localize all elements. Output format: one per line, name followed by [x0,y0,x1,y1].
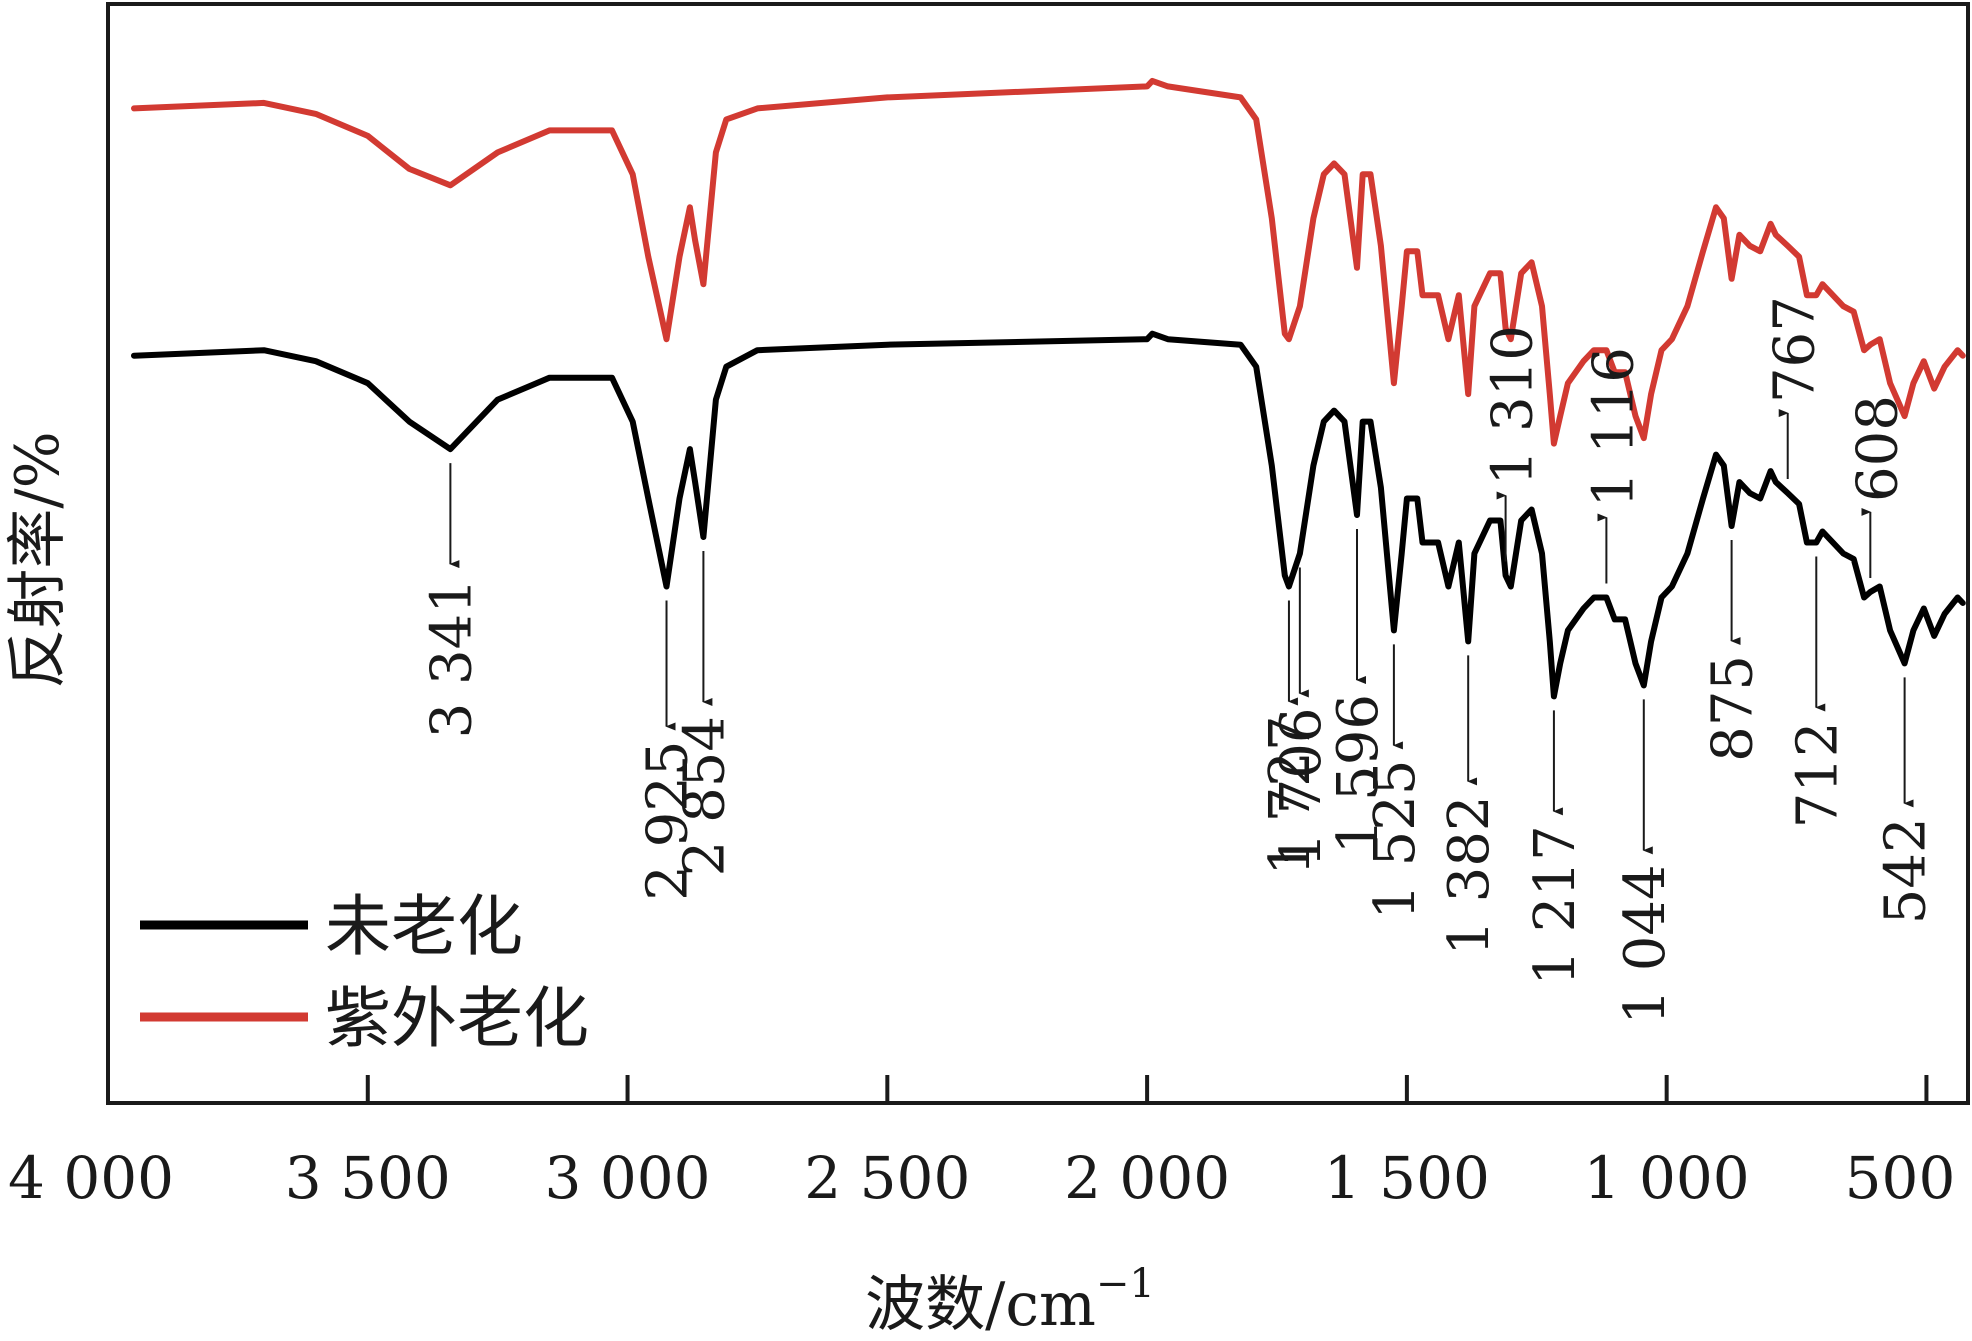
peak-label-4: 1 706 [1269,708,1334,868]
peak-label-6: 1 525 [1363,759,1428,919]
peak-label-13: 767 [1763,296,1828,403]
peak-label-1: 2 925 [636,740,701,900]
x-tick-label-1: 3 500 [285,1144,451,1212]
peak-label-3: 1 727 [1258,715,1323,875]
x-tick-label-4: 2 000 [1064,1144,1230,1212]
x-axis-title: 波数/cm−1 [865,1261,1155,1340]
plot-frame [106,2,1970,1105]
series-line-1 [131,77,1966,447]
x-tick-label-0: 4 000 [8,1144,174,1212]
y-axis-title: 反射率/% [3,431,73,688]
x-axis-title-text: 波数/cm [865,1270,1096,1340]
peak-label-7: 1 382 [1437,795,1502,955]
peak-label-9: 1 217 [1523,825,1588,985]
legend-label-0: 未老化 [325,888,523,965]
x-tick-label-3: 2 500 [804,1144,970,1212]
x-tick-label-6: 1 000 [1584,1144,1750,1212]
legend-label-1: 紫外老化 [325,980,589,1057]
peak-label-12: 875 [1701,655,1766,762]
peak-label-0: 3 341 [419,578,484,738]
peak-label-2: 2 854 [672,716,737,876]
series-layer [131,77,1966,700]
x-tick-label-7: 500 [1845,1144,1956,1212]
x-axis-title-superscript: −1 [1096,1261,1155,1307]
peak-label-16: 542 [1874,817,1939,924]
x-axis-ticks: 4 000 3 500 3 000 2 500 2 000 1 500 1 000 500 [8,1075,1955,1212]
peak-label-5: 1 596 [1326,694,1391,854]
peak-label-10: 1 116 [1581,347,1646,507]
peak-label-11: 1 044 [1613,864,1678,1024]
peak-label-8: 1 310 [1481,325,1546,485]
series-line-0 [131,330,1966,700]
peak-label-14: 712 [1785,722,1850,829]
peak-label-15: 608 [1845,395,1910,502]
x-tick-label-5: 1 500 [1324,1144,1490,1212]
x-tick-label-2: 3 000 [545,1144,711,1212]
